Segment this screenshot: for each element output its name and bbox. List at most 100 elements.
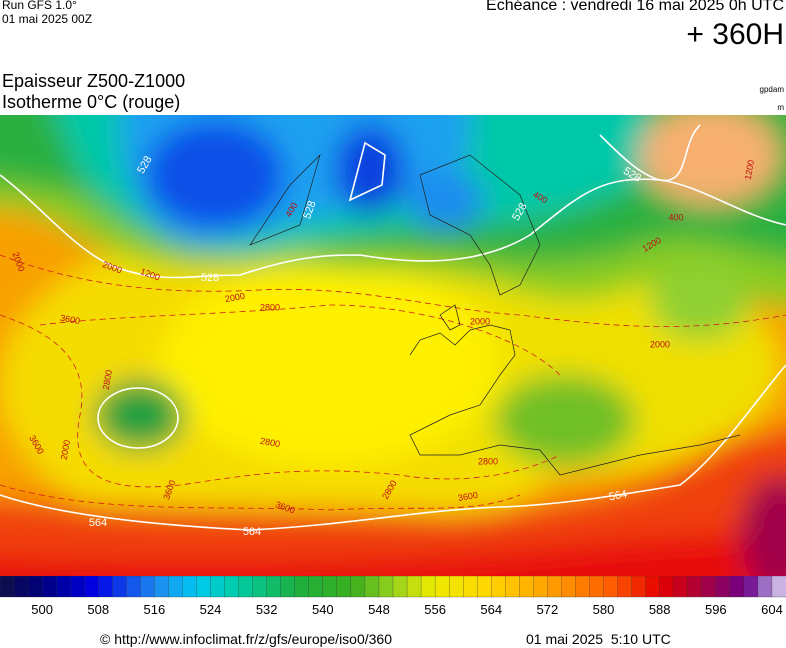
colorbar-box	[589, 576, 605, 598]
map-subtitle: Isotherme 0°C (rouge)	[2, 92, 181, 112]
colorbar-tick-label: 500	[31, 602, 53, 617]
colorbar-tick-label: 508	[87, 602, 109, 617]
valid-time: Echéance : vendredi 16 mai 2025 0h UTC	[486, 0, 784, 14]
colorbar-tick-label: 556	[424, 602, 446, 617]
colorbar-box	[448, 576, 464, 598]
colorbar-box	[420, 576, 436, 598]
colorbar-box	[322, 576, 338, 598]
contour-label: 2800	[478, 456, 498, 466]
colorbar-tick-label: 580	[593, 602, 615, 617]
colorbar-tick-label: 588	[649, 602, 671, 617]
colorbar-box	[547, 576, 563, 598]
unit-thickness: gpdam	[759, 85, 784, 94]
contour-label: 2000	[650, 339, 670, 349]
colorbar-box	[645, 576, 661, 598]
colorbar-box	[27, 576, 43, 598]
colorbar-box	[687, 576, 703, 598]
colorbar-box	[168, 576, 184, 598]
colorbar-box	[294, 576, 310, 598]
colorbar-box	[210, 576, 226, 598]
colorbar-box	[434, 576, 450, 598]
colorbar-box	[364, 576, 380, 598]
colorbar-box	[84, 576, 99, 598]
colorbar-box	[112, 576, 127, 598]
thickness-contours	[0, 124, 786, 531]
colorbar-box	[673, 576, 689, 598]
contour-label: 528	[301, 199, 319, 220]
contour-label: 564	[89, 517, 107, 529]
contour-label: 564	[243, 526, 261, 538]
colorbar-box	[55, 576, 71, 598]
contour-label: 2800	[101, 369, 114, 390]
colorbar-box	[392, 576, 408, 598]
colorbar-box	[771, 576, 786, 598]
colorbar-tick-label: 516	[144, 602, 166, 617]
colorbar-box	[0, 576, 15, 598]
colorbar-box	[477, 576, 492, 598]
colorbar-box	[140, 576, 156, 598]
colorbar-box	[757, 576, 773, 598]
contour-label: 2000	[59, 439, 72, 460]
colorbar-box	[252, 576, 268, 598]
contour-label: 2800	[259, 436, 280, 449]
contour-label: 528	[201, 272, 219, 284]
colorbar-box	[126, 576, 142, 598]
colorbar-box	[729, 576, 745, 598]
colorbar-box	[196, 576, 212, 598]
run-label: Run GFS 1.0°	[2, 0, 77, 12]
colorbar-box	[743, 576, 759, 598]
colorbar-box	[463, 576, 478, 598]
colorbar-box	[617, 576, 633, 598]
contour-label: 2000	[470, 316, 490, 326]
colorbar-box	[603, 576, 619, 598]
run-date: 01 mai 2025 00Z	[2, 12, 93, 26]
colorbar-box	[519, 576, 535, 598]
unit-iso: m	[777, 103, 784, 112]
colorbar-box	[182, 576, 198, 598]
contour-label: 564	[608, 488, 628, 503]
lead-time: + 360H	[686, 18, 784, 51]
colorbar-box	[491, 576, 506, 598]
colorbar-box	[715, 576, 731, 598]
colorbar-box	[378, 576, 394, 598]
contour-label: 400	[668, 212, 683, 222]
colorbar-box	[13, 576, 29, 598]
isotherm-contours	[0, 254, 786, 511]
colorbar-tick-label: 596	[705, 602, 727, 617]
issued: 01 mai 2025 5:10 UTC	[526, 631, 671, 647]
colorbar-box	[533, 576, 549, 598]
colorbar-box	[505, 576, 520, 598]
contour-label: 2800	[260, 302, 280, 312]
map: 5285285285285285645645642000200020002000…	[0, 115, 786, 576]
colorbar-tick-label: 564	[480, 602, 502, 617]
colorbar-box	[308, 576, 324, 598]
thickness-field	[0, 115, 786, 576]
colorbar-box	[224, 576, 240, 598]
colorbar-box	[70, 576, 85, 598]
contour-label: 3600	[59, 313, 80, 326]
colorbar-tick-label: 572	[537, 602, 559, 617]
colorbar-box	[561, 576, 577, 598]
colorbar-tick-label: 524	[200, 602, 222, 617]
map-title: Epaisseur Z500-Z1000	[2, 71, 186, 91]
contour-label: 3600	[457, 490, 478, 503]
colorbar: 500 508 516 524 532 540 548 556 564 572 580 588 596 6…	[0, 576, 786, 617]
colorbar-box	[238, 576, 254, 598]
colorbar-tick-label: 604	[761, 602, 783, 617]
colorbar-box	[266, 576, 282, 598]
colorbar-box	[406, 576, 422, 598]
colorbar-box	[350, 576, 366, 598]
colorbar-box	[659, 576, 675, 598]
colorbar-box	[575, 576, 591, 598]
colorbar-tick-label: 548	[368, 602, 390, 617]
colorbar-box	[41, 576, 57, 598]
colorbar-box	[336, 576, 352, 598]
colorbar-tick-label: 532	[256, 602, 278, 617]
coastlines	[249, 153, 741, 476]
colorbar-box	[701, 576, 717, 598]
colorbar-box	[631, 576, 647, 598]
colorbar-box	[280, 576, 296, 598]
colorbar-box	[154, 576, 170, 598]
colorbar-tick-label: 540	[312, 602, 334, 617]
